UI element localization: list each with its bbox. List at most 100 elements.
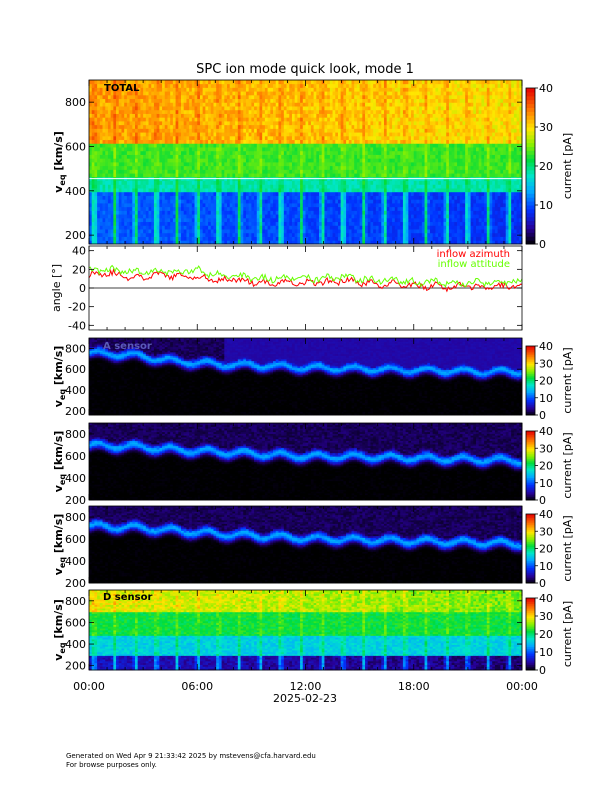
- heatmap-cell: [262, 210, 266, 215]
- heatmap-cell: [248, 162, 252, 167]
- heatmap-cell: [199, 206, 204, 211]
- heatmap-cell: [275, 150, 279, 155]
- heatmap-cell: [197, 135, 201, 141]
- heatmap-cell: [140, 225, 144, 230]
- heatmap-cell: [386, 150, 390, 155]
- heatmap-cell: [126, 236, 130, 241]
- heatmap-cell: [389, 135, 393, 141]
- heatmap-cell: [375, 102, 379, 107]
- heatmap-cell: [210, 83, 214, 88]
- heatmap-cell: [140, 132, 144, 137]
- heatmap-cell: [186, 113, 190, 118]
- heatmap-cell: [183, 191, 187, 196]
- heatmap-cell: [118, 203, 122, 208]
- heatmap-cell: [140, 150, 144, 155]
- heatmap-cell: [348, 106, 352, 111]
- heatmap-cell: [313, 199, 317, 204]
- heatmap-cell: [151, 158, 155, 163]
- heatmap-cell: [181, 135, 185, 141]
- heatmap-cell: [329, 80, 333, 85]
- heatmap-cell: [137, 121, 141, 126]
- heatmap-cell: [378, 83, 382, 88]
- heatmap-cell: [370, 150, 374, 155]
- heatmap-cell: [159, 128, 163, 133]
- heatmap-cell: [262, 109, 266, 114]
- heatmap-cell: [216, 83, 220, 88]
- heatmap-cell: [327, 184, 331, 189]
- heatmap-cell: [381, 191, 385, 196]
- heatmap-cell: [137, 217, 141, 223]
- heatmap-cell: [135, 87, 139, 92]
- heatmap-cell: [329, 199, 333, 204]
- heatmap-cell: [229, 191, 233, 196]
- heatmap-cell: [189, 106, 193, 111]
- heatmap-cell: [273, 229, 277, 234]
- heatmap-cell: [289, 165, 293, 170]
- heatmap-cell: [199, 83, 204, 88]
- heatmap-cell: [164, 113, 168, 118]
- heatmap-cell: [375, 135, 379, 141]
- heatmap-cell: [102, 162, 106, 167]
- heatmap-cell: [181, 180, 185, 185]
- heatmap-cell: [105, 106, 109, 111]
- heatmap-cell: [162, 91, 166, 96]
- heatmap-cell: [354, 139, 358, 144]
- heatmap-cell: [256, 162, 260, 167]
- heatmap-cell: [124, 128, 128, 133]
- heatmap-cell: [254, 102, 258, 107]
- heatmap-cell: [151, 102, 155, 107]
- heatmap-cell: [172, 210, 176, 215]
- heatmap-cell: [251, 113, 255, 118]
- heatmap-cell: [259, 132, 263, 137]
- heatmap-cell: [343, 132, 347, 137]
- heatmap-cell: [189, 143, 193, 148]
- heatmap-cell: [313, 102, 317, 107]
- heatmap-cell: [340, 158, 344, 163]
- heatmap-cell: [213, 199, 217, 204]
- heatmap-cell: [208, 87, 212, 92]
- heatmap-cell: [232, 184, 236, 189]
- heatmap-cell: [156, 150, 160, 155]
- heatmap-cell: [291, 199, 296, 204]
- heatmap-cell: [121, 225, 125, 230]
- heatmap-cell: [324, 162, 328, 167]
- heatmap-cell: [232, 236, 236, 241]
- heatmap-cell: [275, 121, 279, 126]
- heatmap-cell: [224, 188, 228, 193]
- heatmap-cell: [370, 143, 374, 148]
- heatmap-cell: [175, 135, 179, 141]
- heatmap-cell: [359, 188, 363, 193]
- heatmap-cell: [224, 229, 228, 234]
- heatmap-cell: [302, 191, 306, 196]
- heatmap-cell: [240, 98, 244, 103]
- heatmap-cell: [375, 195, 379, 200]
- heatmap-cell: [89, 214, 93, 219]
- heatmap-cell: [264, 117, 269, 122]
- heatmap-cell: [289, 214, 293, 219]
- heatmap-cell: [237, 210, 241, 215]
- heatmap-cell: [116, 217, 120, 223]
- heatmap-cell: [370, 154, 374, 159]
- heatmap-cell: [140, 232, 144, 237]
- heatmap-cell: [94, 184, 98, 189]
- heatmap-cell: [148, 173, 152, 178]
- heatmap-cell: [105, 225, 109, 230]
- heatmap-cell: [365, 162, 369, 167]
- heatmap-cell: [254, 195, 258, 200]
- heatmap-cell: [237, 236, 241, 241]
- heatmap-cell: [262, 113, 266, 118]
- heatmap-cell: [232, 199, 236, 204]
- heatmap-cell: [229, 225, 233, 230]
- heatmap-cell: [129, 147, 133, 152]
- heatmap-cell: [137, 132, 141, 137]
- heatmap-cell: [367, 236, 371, 241]
- heatmap-cell: [300, 210, 304, 215]
- heatmap-cell: [153, 135, 158, 141]
- heatmap-cell: [245, 206, 250, 211]
- heatmap-cell: [281, 109, 285, 114]
- heatmap-cell: [99, 191, 103, 196]
- heatmap-cell: [132, 199, 136, 204]
- heatmap-cell: [118, 109, 122, 114]
- heatmap-cell: [378, 109, 382, 114]
- heatmap-cell: [151, 135, 155, 141]
